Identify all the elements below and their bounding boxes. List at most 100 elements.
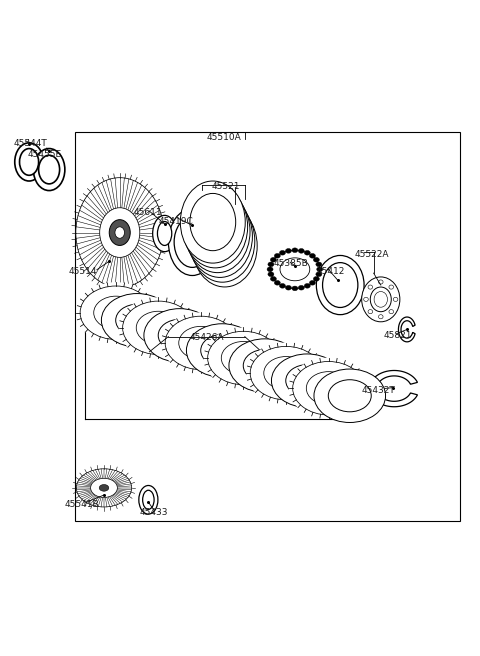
- Ellipse shape: [306, 372, 351, 405]
- Bar: [75, 133, 459, 522]
- Ellipse shape: [268, 262, 274, 267]
- Text: 45821: 45821: [383, 331, 412, 340]
- Text: 45522A: 45522A: [355, 249, 389, 258]
- Ellipse shape: [368, 285, 372, 289]
- Ellipse shape: [243, 350, 286, 382]
- Ellipse shape: [197, 208, 243, 265]
- Ellipse shape: [362, 277, 400, 322]
- Text: 45611: 45611: [134, 208, 163, 217]
- Ellipse shape: [144, 309, 216, 362]
- Ellipse shape: [389, 285, 394, 289]
- Ellipse shape: [280, 258, 310, 281]
- Text: 45541B: 45541B: [64, 500, 99, 509]
- Ellipse shape: [109, 220, 130, 245]
- Ellipse shape: [368, 310, 372, 314]
- Ellipse shape: [229, 339, 300, 392]
- Ellipse shape: [292, 286, 298, 291]
- Ellipse shape: [286, 285, 291, 290]
- Ellipse shape: [316, 262, 322, 267]
- Ellipse shape: [314, 369, 385, 422]
- Ellipse shape: [174, 216, 210, 268]
- Text: 45412: 45412: [316, 267, 345, 276]
- Ellipse shape: [185, 190, 250, 273]
- Ellipse shape: [304, 251, 310, 255]
- Ellipse shape: [168, 209, 216, 276]
- Ellipse shape: [316, 255, 364, 315]
- Ellipse shape: [393, 297, 398, 301]
- Polygon shape: [369, 371, 418, 407]
- Ellipse shape: [310, 253, 315, 258]
- Ellipse shape: [34, 148, 65, 190]
- Ellipse shape: [136, 311, 180, 344]
- Ellipse shape: [183, 186, 248, 268]
- Ellipse shape: [270, 250, 320, 289]
- Ellipse shape: [264, 357, 308, 390]
- Ellipse shape: [201, 335, 244, 367]
- Ellipse shape: [328, 380, 371, 412]
- Ellipse shape: [279, 251, 286, 255]
- Ellipse shape: [310, 281, 315, 285]
- Ellipse shape: [202, 217, 248, 275]
- Ellipse shape: [389, 310, 394, 314]
- Ellipse shape: [317, 267, 323, 272]
- Ellipse shape: [313, 257, 319, 262]
- Ellipse shape: [76, 178, 164, 287]
- Text: 45544T: 45544T: [13, 139, 47, 148]
- Ellipse shape: [292, 248, 298, 253]
- Ellipse shape: [298, 249, 304, 253]
- Ellipse shape: [100, 208, 140, 257]
- Ellipse shape: [76, 282, 156, 343]
- Ellipse shape: [20, 148, 38, 175]
- Ellipse shape: [76, 469, 132, 507]
- Ellipse shape: [199, 213, 245, 270]
- Ellipse shape: [204, 327, 283, 388]
- Ellipse shape: [158, 319, 201, 352]
- Ellipse shape: [195, 203, 240, 260]
- Ellipse shape: [153, 215, 177, 252]
- Ellipse shape: [304, 283, 310, 288]
- Text: 45514: 45514: [68, 267, 96, 276]
- Ellipse shape: [267, 267, 273, 272]
- Ellipse shape: [286, 365, 329, 397]
- Ellipse shape: [298, 285, 304, 290]
- Text: 45426A: 45426A: [190, 333, 224, 342]
- Ellipse shape: [316, 272, 322, 277]
- Text: 45419C: 45419C: [159, 216, 193, 226]
- Ellipse shape: [279, 283, 286, 288]
- Polygon shape: [398, 317, 415, 342]
- Ellipse shape: [267, 247, 323, 292]
- Ellipse shape: [38, 155, 60, 184]
- Text: 45385B: 45385B: [274, 259, 308, 268]
- Ellipse shape: [275, 281, 280, 285]
- Ellipse shape: [179, 326, 223, 359]
- Ellipse shape: [101, 293, 173, 347]
- Text: 45455E: 45455E: [28, 150, 62, 159]
- Ellipse shape: [190, 194, 236, 251]
- Ellipse shape: [364, 297, 368, 301]
- Ellipse shape: [270, 277, 276, 281]
- Text: 45521: 45521: [211, 182, 240, 192]
- Text: 45432T: 45432T: [362, 386, 396, 396]
- Ellipse shape: [119, 297, 198, 358]
- Ellipse shape: [270, 257, 276, 262]
- Ellipse shape: [268, 272, 274, 277]
- Ellipse shape: [313, 277, 319, 281]
- Ellipse shape: [192, 198, 238, 255]
- Ellipse shape: [246, 342, 325, 403]
- Ellipse shape: [116, 304, 159, 337]
- Ellipse shape: [190, 200, 255, 282]
- Ellipse shape: [115, 227, 124, 238]
- Ellipse shape: [143, 490, 154, 509]
- Ellipse shape: [221, 342, 265, 375]
- Ellipse shape: [157, 222, 172, 245]
- Ellipse shape: [379, 280, 383, 284]
- Ellipse shape: [286, 249, 291, 253]
- Text: 45510A: 45510A: [206, 133, 241, 142]
- Ellipse shape: [192, 205, 257, 287]
- Ellipse shape: [272, 354, 343, 407]
- Ellipse shape: [275, 253, 280, 258]
- Ellipse shape: [91, 478, 117, 497]
- Ellipse shape: [379, 315, 383, 319]
- Ellipse shape: [15, 143, 43, 181]
- Ellipse shape: [139, 485, 158, 514]
